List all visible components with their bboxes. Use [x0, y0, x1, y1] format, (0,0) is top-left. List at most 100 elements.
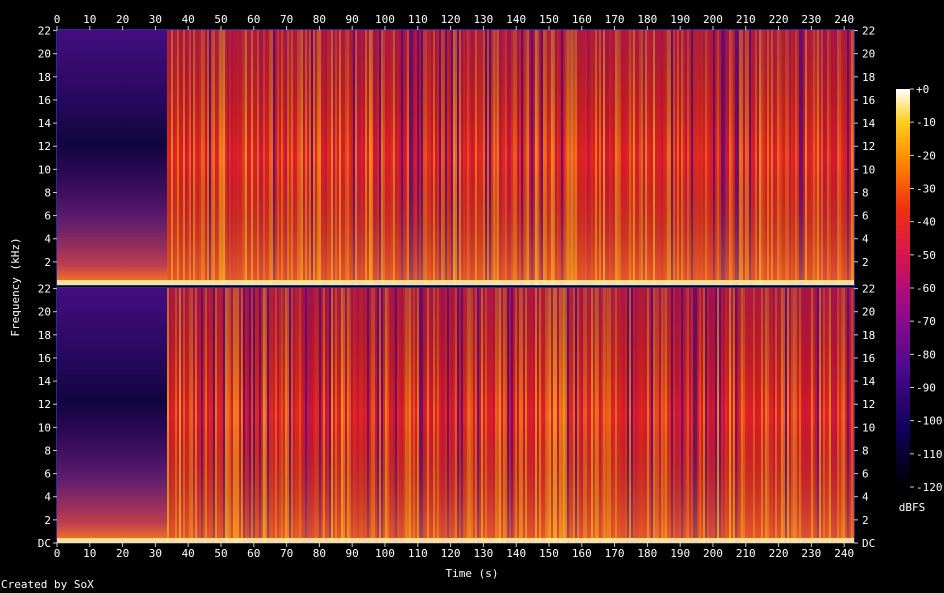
y-tick-label-left: 6	[44, 468, 51, 481]
y-tick-label-left: 20	[38, 306, 51, 319]
y-tick-label-right: 10	[862, 163, 875, 176]
y-tick-label-left: 18	[38, 71, 51, 84]
colorbar-label: dBFS	[899, 501, 926, 514]
colorbar-ticks: +0 -10 -20 -30 -40 -50 -60 -70 -80 -90 -100 -110 -12…	[910, 83, 943, 494]
y-tick-label-left: 14	[38, 117, 52, 130]
y-tick-label-right: 16	[862, 352, 875, 365]
x-tick-label-top: 70	[280, 13, 293, 26]
x-tick-label-bottom: 220	[769, 547, 789, 560]
colorbar-tick-label: -40	[916, 216, 936, 229]
x-tick-label-bottom: 240	[834, 547, 854, 560]
y-tick-label-right: 20	[862, 306, 875, 319]
y-tick-label-right: 12	[862, 398, 875, 411]
x-tick-label-top: 130	[473, 13, 493, 26]
x-tick-label-top: 80	[313, 13, 326, 26]
y-tick-label-left: 6	[44, 210, 51, 223]
x-tick-label-bottom: 160	[572, 547, 592, 560]
y-tick-label-right: 6	[862, 468, 869, 481]
colorbar-tick-label: -50	[916, 249, 936, 262]
colorbar-tick-label: -100	[916, 415, 943, 428]
y-tick-label-left: 18	[38, 329, 51, 342]
x-tick-label-bottom: 70	[280, 547, 293, 560]
y-tick-label-left: DC	[38, 537, 51, 550]
x-tick-label-bottom: 110	[408, 547, 428, 560]
channel-2-frame	[56, 287, 855, 544]
x-tick-label-bottom: 50	[214, 547, 227, 560]
x-tick-label-bottom: 100	[375, 547, 395, 560]
y-tick-label-left: 22	[38, 283, 51, 296]
y-tick-label-right: DC	[862, 537, 875, 550]
y-tick-label-right: 14	[862, 117, 876, 130]
x-axis-top: 0 10 20 30 40 50 60 70 80 90 100 110 120 130 140 150 160…	[54, 13, 854, 30]
x-tick-label-bottom: 170	[605, 547, 625, 560]
colorbar-tick-label: -60	[916, 282, 936, 295]
x-tick-label-bottom: 120	[441, 547, 461, 560]
channel-1-frame	[56, 29, 855, 286]
x-axis-bottom: 0 10 20 30 40 50 60 70 80 90 100 110 120 130 140 150 160…	[54, 543, 854, 560]
x-tick-label-top: 60	[247, 13, 260, 26]
x-tick-label-bottom: 20	[116, 547, 129, 560]
x-tick-label-bottom: 80	[313, 547, 326, 560]
colorbar-tick-label: -70	[916, 315, 936, 328]
x-tick-label-bottom: 60	[247, 547, 260, 560]
x-tick-label-bottom: 90	[346, 547, 359, 560]
colorbar-tick-label: +0	[916, 83, 929, 96]
y-axis-label: Frequency (kHz)	[9, 237, 22, 336]
x-tick-label-bottom: 10	[83, 547, 96, 560]
x-tick-label-top: 150	[539, 13, 559, 26]
colorbar-gradient	[896, 89, 910, 487]
x-tick-label-top: 230	[801, 13, 821, 26]
credit-text: Created by SoX	[1, 578, 94, 591]
y-tick-label-left: 10	[38, 421, 51, 434]
x-tick-label-top: 220	[769, 13, 789, 26]
y-tick-label-right: 2	[862, 514, 869, 527]
x-tick-label-bottom: 230	[801, 547, 821, 560]
y-tick-label-left: 16	[38, 94, 51, 107]
y-tick-label-right: 4	[862, 491, 869, 504]
x-tick-label-top: 210	[736, 13, 756, 26]
y-tick-label-right: 12	[862, 140, 875, 153]
y-tick-label-right: 22	[862, 25, 875, 38]
y-tick-label-left: 12	[38, 140, 51, 153]
x-tick-label-top: 170	[605, 13, 625, 26]
colorbar-tick-label: -90	[916, 382, 936, 395]
colorbar-tick-label: -30	[916, 183, 936, 196]
y-tick-label-right: 8	[862, 186, 869, 199]
x-tick-label-bottom: 180	[637, 547, 657, 560]
colorbar-tick-label: -20	[916, 149, 936, 162]
y-tick-label-right: 4	[862, 233, 869, 246]
x-tick-label-top: 0	[54, 13, 61, 26]
x-tick-label-bottom: 30	[149, 547, 162, 560]
x-tick-label-top: 200	[703, 13, 723, 26]
x-tick-label-top: 90	[346, 13, 359, 26]
y-tick-label-right: 2	[862, 256, 869, 269]
y-tick-label-left: 2	[44, 256, 51, 269]
y-tick-label-right: 20	[862, 48, 875, 61]
x-tick-label-bottom: 140	[506, 547, 526, 560]
x-tick-label-top: 100	[375, 13, 395, 26]
x-tick-label-top: 120	[441, 13, 461, 26]
x-tick-label-top: 40	[182, 13, 195, 26]
x-tick-label-bottom: 190	[670, 547, 690, 560]
y-tick-label-left: 4	[44, 491, 51, 504]
y-tick-label-right: 16	[862, 94, 875, 107]
y-tick-label-right: 6	[862, 210, 869, 223]
x-tick-label-bottom: 210	[736, 547, 756, 560]
x-tick-label-top: 50	[214, 13, 227, 26]
colorbar-tick-label: -80	[916, 348, 936, 361]
x-tick-label-top: 160	[572, 13, 592, 26]
y-tick-label-left: 16	[38, 352, 51, 365]
colorbar-tick-label: -10	[916, 116, 936, 129]
x-tick-label-top: 140	[506, 13, 526, 26]
x-tick-label-bottom: 130	[473, 547, 493, 560]
x-axis-label: Time (s)	[446, 567, 499, 580]
x-tick-label-top: 190	[670, 13, 690, 26]
x-tick-label-top: 180	[637, 13, 657, 26]
x-tick-label-top: 10	[83, 13, 96, 26]
y-tick-label-left: 20	[38, 48, 51, 61]
y-tick-label-right: 18	[862, 71, 875, 84]
x-tick-label-top: 110	[408, 13, 428, 26]
colorbar-tick-label: -110	[916, 448, 943, 461]
